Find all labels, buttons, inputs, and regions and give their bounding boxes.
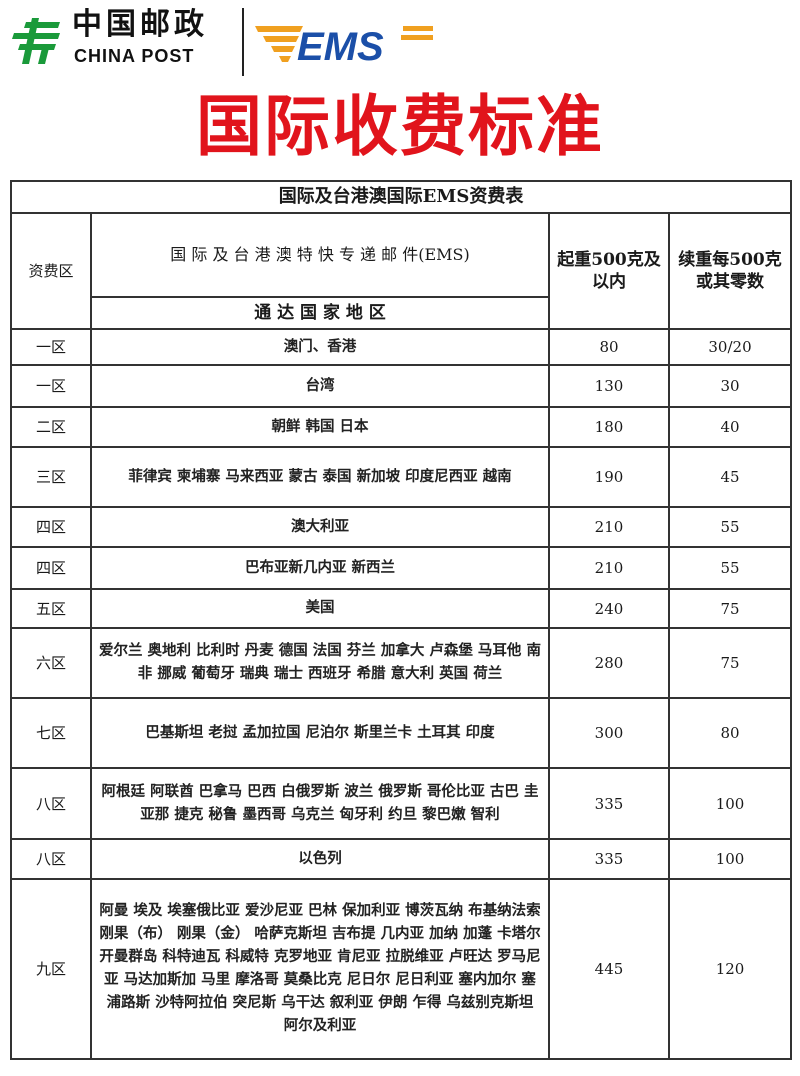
zone-cell: 二区 [10,406,92,448]
first-weight-price: 190 [548,446,670,508]
extra-weight-price: 55 [667,506,793,548]
first-weight-price: 180 [548,406,670,448]
zone-cell: 四区 [10,506,92,548]
zone-cell: 一区 [10,364,92,408]
table-row: 一区 澳门、香港 80 30/20 [10,328,793,366]
extra-weight-price: 75 [667,627,793,699]
extra-weight-price: 40 [667,406,793,448]
zone-cell: 六区 [10,627,92,699]
header-service: 国 际 及 台 港 澳 特 快 专 递 邮 件(EMS) [90,212,550,298]
extra-weight-price: 100 [667,767,793,840]
zone-cell: 一区 [10,328,92,366]
countries-cell: 巴布亚新几内亚 新西兰 [90,546,550,590]
first-weight-price: 445 [548,878,670,1060]
table-row: 五区 美国 240 75 [10,588,793,629]
first-weight-price: 300 [548,697,670,769]
header-extra-weight: 续重每500克或其零数 [667,212,793,330]
table-row: 二区 朝鲜 韩国 日本 180 40 [10,406,793,448]
ems-logo: EMS [255,25,433,68]
logo-bar: 中国邮政 CHINA POST EMS [0,0,800,80]
countries-cell: 以色列 [90,838,550,880]
table-row: 八区 阿根廷 阿联酋 巴拿马 巴西 白俄罗斯 波兰 俄罗斯 哥伦比亚 古巴 圭亚那… [10,767,793,840]
header-first-weight: 起重500克及以内 [548,212,670,330]
extra-weight-price: 30 [667,364,793,408]
china-post-cn: 中国邮政 [72,7,208,42]
table-row: 八区 以色列 335 100 [10,838,793,880]
countries-cell: 巴基斯坦 老挝 孟加拉国 尼泊尔 斯里兰卡 土耳其 印度 [90,697,550,769]
table-row: 四区 巴布亚新几内亚 新西兰 210 55 [10,546,793,590]
header-countries: 通 达 国 家 地 区 [90,296,550,330]
zone-cell: 九区 [10,878,92,1060]
countries-cell: 爱尔兰 奥地利 比利时 丹麦 德国 法国 芬兰 加拿大 卢森堡 马耳他 南非 挪… [90,627,550,699]
first-weight-price: 335 [548,838,670,880]
table-row: 九区 阿曼 埃及 埃塞俄比亚 爱沙尼亚 巴林 保加利亚 博茨瓦纳 布基纳法索 刚果… [10,878,793,1060]
countries-cell: 台湾 [90,364,550,408]
zone-cell: 八区 [10,767,92,840]
extra-weight-price: 120 [667,878,793,1060]
countries-cell: 阿根廷 阿联酋 巴拿马 巴西 白俄罗斯 波兰 俄罗斯 哥伦比亚 古巴 圭亚那 捷… [90,767,550,840]
extra-weight-price: 45 [667,446,793,508]
first-weight-price: 210 [548,546,670,590]
ems-rate-table: 国际及台港澳国际EMS资费表 资费区 国 际 及 台 港 澳 特 快 专 递 邮… [9,180,793,1060]
ems-logo-text: EMS [297,25,384,68]
zone-cell: 五区 [10,588,92,629]
header-zone: 资费区 [10,212,92,330]
extra-weight-price: 30/20 [667,328,793,366]
table-row: 三区 菲律宾 柬埔寨 马来西亚 蒙古 泰国 新加坡 印度尼西亚 越南 190 45 [10,446,793,508]
page-title: 国际收费标准 [196,88,604,165]
zone-cell: 七区 [10,697,92,769]
china-post-en: CHINA POST [74,46,195,66]
first-weight-price: 210 [548,506,670,548]
first-weight-price: 80 [548,328,670,366]
zone-cell: 八区 [10,838,92,880]
extra-weight-price: 55 [667,546,793,590]
countries-cell: 朝鲜 韩国 日本 [90,406,550,448]
countries-cell: 美国 [90,588,550,629]
countries-cell: 阿曼 埃及 埃塞俄比亚 爱沙尼亚 巴林 保加利亚 博茨瓦纳 布基纳法索 刚果（布… [90,878,550,1060]
china-post-logo-icon [12,18,60,64]
first-weight-price: 130 [548,364,670,408]
first-weight-price: 240 [548,588,670,629]
extra-weight-price: 100 [667,838,793,880]
table-row: 一区 台湾 130 30 [10,364,793,408]
first-weight-price: 335 [548,767,670,840]
table-row: 四区 澳大利亚 210 55 [10,506,793,548]
zone-cell: 四区 [10,546,92,590]
countries-cell: 澳门、香港 [90,328,550,366]
logo-divider [242,8,244,76]
table-row: 六区 爱尔兰 奥地利 比利时 丹麦 德国 法国 芬兰 加拿大 卢森堡 马耳他 南非… [10,627,793,699]
table-row: 七区 巴基斯坦 老挝 孟加拉国 尼泊尔 斯里兰卡 土耳其 印度 300 80 [10,697,793,769]
extra-weight-price: 75 [667,588,793,629]
first-weight-price: 280 [548,627,670,699]
zone-cell: 三区 [10,446,92,508]
extra-weight-price: 80 [667,697,793,769]
countries-cell: 菲律宾 柬埔寨 马来西亚 蒙古 泰国 新加坡 印度尼西亚 越南 [90,446,550,508]
table-title: 国际及台港澳国际EMS资费表 [9,180,793,214]
countries-cell: 澳大利亚 [90,506,550,548]
